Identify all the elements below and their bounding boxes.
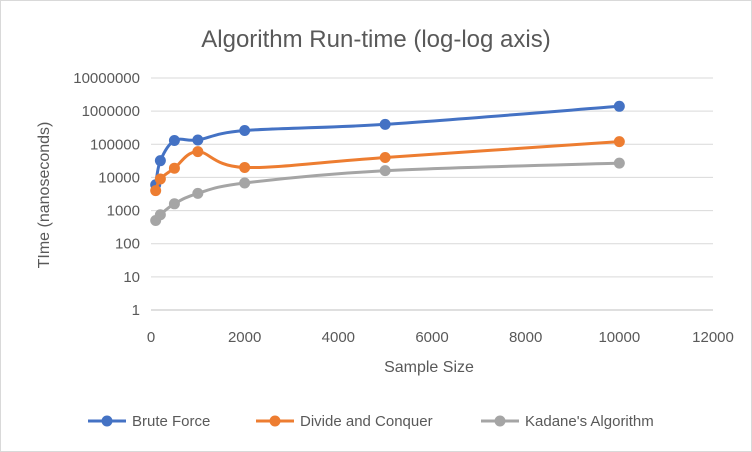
data-point xyxy=(379,165,391,177)
x-tick-label: 4000 xyxy=(322,329,355,346)
data-point xyxy=(168,198,180,210)
legend-marker xyxy=(269,415,281,427)
y-tick-label: 10000000 xyxy=(73,70,140,87)
x-tick-label: 10000 xyxy=(598,329,640,346)
x-tick-label: 8000 xyxy=(509,329,542,346)
legend-label: Kadane's Algorithm xyxy=(525,413,654,430)
legend-item: Kadane's Algorithm xyxy=(481,413,654,430)
legend-label: Divide and Conquer xyxy=(300,413,433,430)
legend-marker xyxy=(494,415,506,427)
x-axis-ticks: 0 2000 4000 6000 8000 10000 12000 xyxy=(147,329,734,346)
y-tick-label: 10000 xyxy=(98,169,140,186)
y-axis-ticks: 1 10 100 1000 10000 100000 1000000 10000000 xyxy=(73,70,140,319)
legend-item: Divide and Conquer xyxy=(256,413,433,430)
data-point xyxy=(154,155,166,167)
y-tick-label: 1000 xyxy=(107,203,140,220)
y-axis-title: TIme (nanoseconds) xyxy=(36,122,53,269)
chart-title: Algorithm Run-time (log-log axis) xyxy=(201,26,550,53)
data-point xyxy=(154,173,166,185)
gridlines xyxy=(151,77,713,311)
data-point xyxy=(239,125,251,137)
data-point xyxy=(150,185,162,197)
series-1 xyxy=(150,136,625,197)
series-2 xyxy=(150,157,625,227)
data-point xyxy=(168,162,180,174)
x-tick-label: 6000 xyxy=(415,329,448,346)
data-point xyxy=(239,161,251,173)
data-point xyxy=(379,151,391,163)
y-tick-label: 100 xyxy=(115,236,140,253)
y-tick-label: 1000000 xyxy=(82,103,140,120)
y-tick-label: 1 xyxy=(132,302,140,319)
x-tick-label: 0 xyxy=(147,329,155,346)
data-point xyxy=(613,136,625,148)
data-point xyxy=(168,135,180,147)
data-point xyxy=(239,177,251,189)
y-tick-label: 100000 xyxy=(90,136,140,153)
legend-label: Brute Force xyxy=(132,413,210,430)
x-axis-title: Sample Size xyxy=(384,359,474,376)
y-tick-label: 10 xyxy=(123,269,140,286)
legend: Brute Force Divide and Conquer Kadane's Al… xyxy=(88,413,654,430)
data-point xyxy=(192,146,204,158)
data-point xyxy=(154,209,166,221)
data-point xyxy=(613,157,625,169)
x-tick-label: 12000 xyxy=(692,329,734,346)
data-point xyxy=(379,118,391,130)
data-point xyxy=(192,134,204,146)
data-point xyxy=(192,187,204,199)
legend-item: Brute Force xyxy=(88,413,210,430)
legend-marker xyxy=(101,415,113,427)
data-point xyxy=(613,100,625,112)
series-layer xyxy=(150,100,625,227)
x-tick-label: 2000 xyxy=(228,329,261,346)
